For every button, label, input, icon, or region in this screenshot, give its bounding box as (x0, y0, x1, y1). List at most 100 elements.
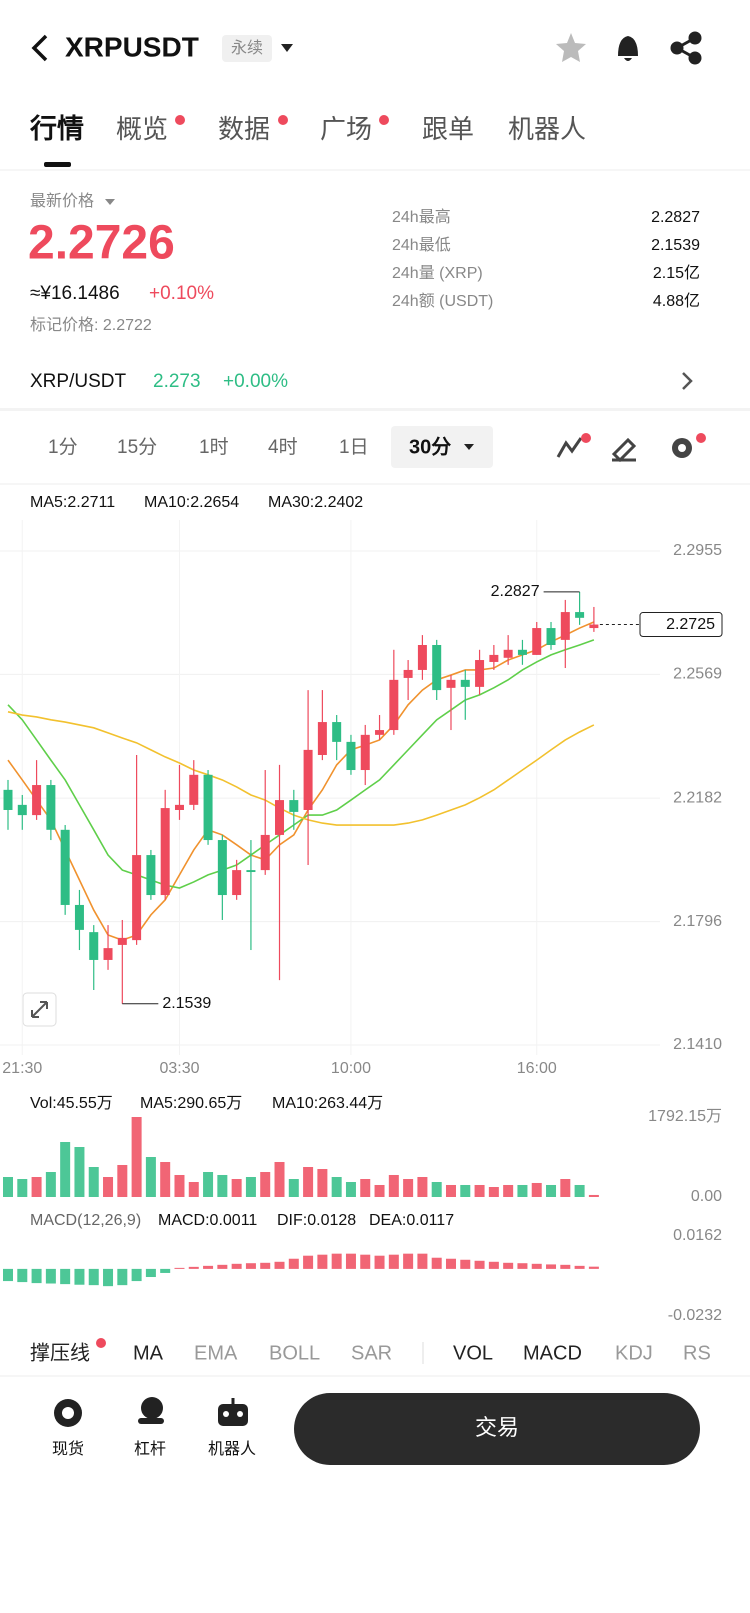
candle-body (460, 679, 470, 687)
tab[interactable]: 行情 (29, 113, 84, 144)
volume-bar (574, 1184, 585, 1197)
dropdown-icon[interactable] (105, 199, 115, 205)
badge (581, 433, 591, 443)
macd-bar (345, 1253, 356, 1269)
indicator-tab[interactable]: MA (133, 1342, 164, 1364)
tab[interactable]: 广场 (320, 114, 372, 144)
interval[interactable]: 15分 (117, 436, 157, 458)
trade-label[interactable]: 交易 (475, 1415, 519, 1440)
macd-bar (503, 1262, 514, 1269)
volume-bar (245, 1177, 256, 1197)
macd-bar (60, 1268, 71, 1285)
tag: 永续 (231, 39, 263, 57)
macd-bar (317, 1254, 328, 1269)
back-icon[interactable] (31, 34, 48, 62)
low-label: 2.1539 (162, 995, 211, 1012)
share-icon[interactable] (670, 31, 702, 65)
macd-bar (131, 1268, 142, 1282)
candle-body (74, 904, 84, 930)
tab[interactable]: 跟单 (422, 114, 474, 144)
volume-bar (217, 1174, 228, 1197)
macd-bar (245, 1263, 256, 1269)
badge (278, 115, 288, 125)
tab[interactable]: 机器人 (508, 114, 586, 144)
volume-bar (88, 1167, 99, 1197)
candle-body (375, 730, 385, 735)
macd-bar (574, 1265, 585, 1269)
tab[interactable]: 数据 (218, 114, 270, 144)
interval[interactable]: 4时 (268, 436, 298, 458)
candle-body (417, 645, 427, 670)
candle-body (189, 774, 199, 805)
active-interval[interactable]: 30分 (409, 435, 451, 458)
volume-bar (203, 1172, 214, 1197)
draw-icon[interactable] (611, 437, 637, 463)
volume-bar (131, 1117, 142, 1197)
candle-body (174, 804, 184, 810)
active-interval-bg (391, 426, 493, 468)
indicator-tab[interactable]: 撑压线 (30, 1341, 90, 1364)
interval[interactable]: 1时 (199, 436, 229, 458)
indicator-tab[interactable]: MACD (523, 1342, 582, 1364)
volume-bar (174, 1174, 185, 1197)
nav-label[interactable]: 杠杆 (134, 1440, 166, 1458)
macd-bar (288, 1258, 299, 1269)
indicator-tab[interactable]: RS (683, 1342, 711, 1364)
x-tick-label: 03:30 (159, 1060, 199, 1077)
volume-bar (45, 1172, 56, 1197)
macd-bar (188, 1266, 199, 1269)
stat-label: 24h最低 (392, 236, 451, 254)
bell-icon[interactable] (618, 36, 638, 61)
interval[interactable]: 1分 (48, 436, 78, 458)
chevron[interactable] (682, 372, 693, 390)
candle-body (489, 654, 499, 662)
indicator-tab[interactable]: EMA (194, 1342, 238, 1364)
y-tick-label: 2.2569 (673, 666, 722, 683)
settings-icon-hole (678, 444, 686, 452)
margin-icon[interactable] (138, 1397, 164, 1424)
volume-bar (417, 1177, 428, 1197)
indicator-tab[interactable]: SAR (351, 1342, 392, 1364)
indicator-tab[interactable]: KDJ (615, 1342, 653, 1364)
indicator-tab[interactable]: VOL (453, 1342, 493, 1364)
candle-body (17, 804, 27, 816)
x-tick-label: 10:00 (331, 1060, 371, 1077)
indicator-icon[interactable] (556, 437, 583, 458)
y-tick-label: 2.1796 (673, 913, 722, 930)
trade-button[interactable] (294, 1393, 700, 1465)
cny-price: ≈¥16.1486 (30, 283, 120, 304)
spot-pair[interactable]: XRP/USDT (30, 371, 126, 392)
candle-body (360, 734, 370, 771)
star-icon[interactable] (556, 33, 586, 62)
candle-body (475, 660, 485, 687)
high-label: 2.2827 (491, 583, 540, 600)
indicator-tab[interactable]: BOLL (269, 1342, 320, 1364)
badge (379, 115, 389, 125)
stat-label: 24h额 (USDT) (392, 292, 493, 310)
dropdown-icon[interactable] (281, 44, 293, 52)
badge (96, 1338, 106, 1348)
macd-bar (117, 1268, 128, 1286)
candle-body (503, 649, 513, 658)
volume-bar (31, 1177, 42, 1197)
tab-underline (44, 162, 71, 167)
macd-bar (174, 1267, 185, 1269)
vol-legend: MA5:290.65万 (140, 1095, 242, 1112)
candle-body (517, 649, 527, 655)
macd-bar (474, 1260, 485, 1269)
stat-value: 4.88亿 (653, 292, 700, 310)
candle-body (46, 785, 56, 830)
nav-label[interactable]: 机器人 (208, 1440, 256, 1458)
candle-body (60, 829, 70, 905)
candle-body (3, 789, 13, 810)
spot-icon[interactable] (54, 1399, 82, 1427)
bot-icon[interactable] (218, 1398, 248, 1426)
macd-bar (431, 1257, 442, 1269)
volume-bar (260, 1172, 271, 1197)
dropdown-icon[interactable] (464, 444, 474, 450)
tab[interactable]: 概览 (116, 114, 168, 144)
interval[interactable]: 1日 (339, 437, 369, 458)
nav-label[interactable]: 现货 (52, 1440, 84, 1458)
